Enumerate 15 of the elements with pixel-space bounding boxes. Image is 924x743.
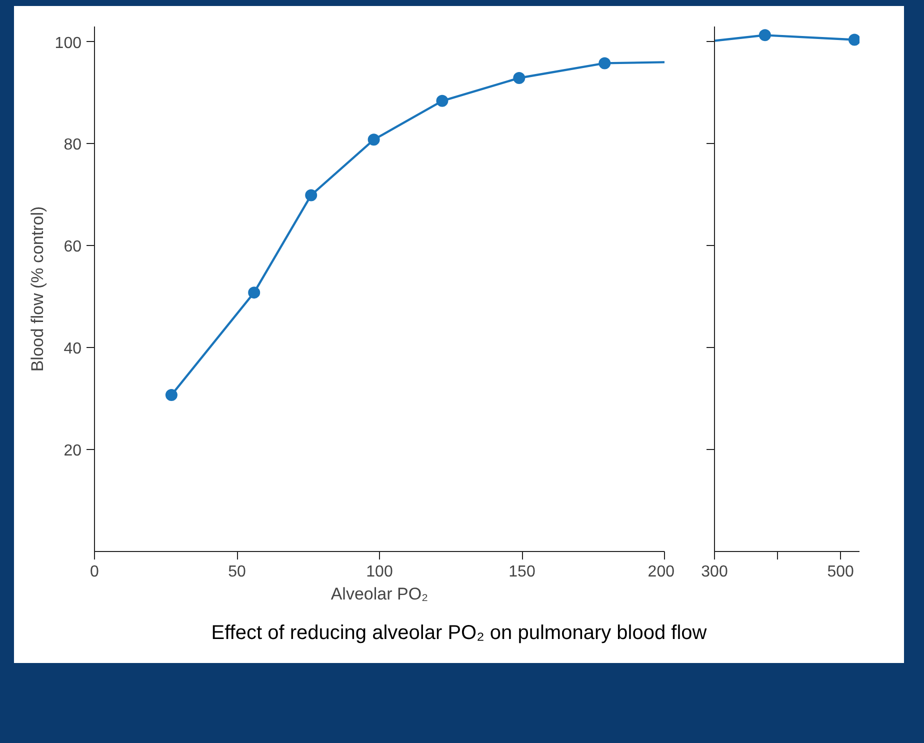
y-tick-label: 100 — [54, 34, 82, 52]
y-tick-label: 20 — [64, 442, 82, 460]
y-axis-title: Blood flow (% control) — [28, 206, 47, 372]
x-tick-label: 100 — [366, 564, 393, 580]
y-tick-label: 40 — [64, 340, 82, 358]
x-tick-label: 500 — [827, 564, 854, 580]
x-tick-label: 0 — [90, 564, 100, 580]
y-tick-label: 60 — [64, 238, 82, 256]
x-tick-label: 300 — [701, 564, 728, 580]
x-tick-label: 50 — [228, 564, 246, 580]
text: Effect of reducing alveolar PO₂ on pulmonary blood flow — [211, 621, 707, 646]
x-tick-label: 150 — [508, 564, 536, 580]
x-axis-title: Alveolar PO₂ — [330, 584, 428, 604]
x-tick-label: 200 — [648, 564, 675, 580]
y-tick-label: 80 — [64, 136, 82, 154]
